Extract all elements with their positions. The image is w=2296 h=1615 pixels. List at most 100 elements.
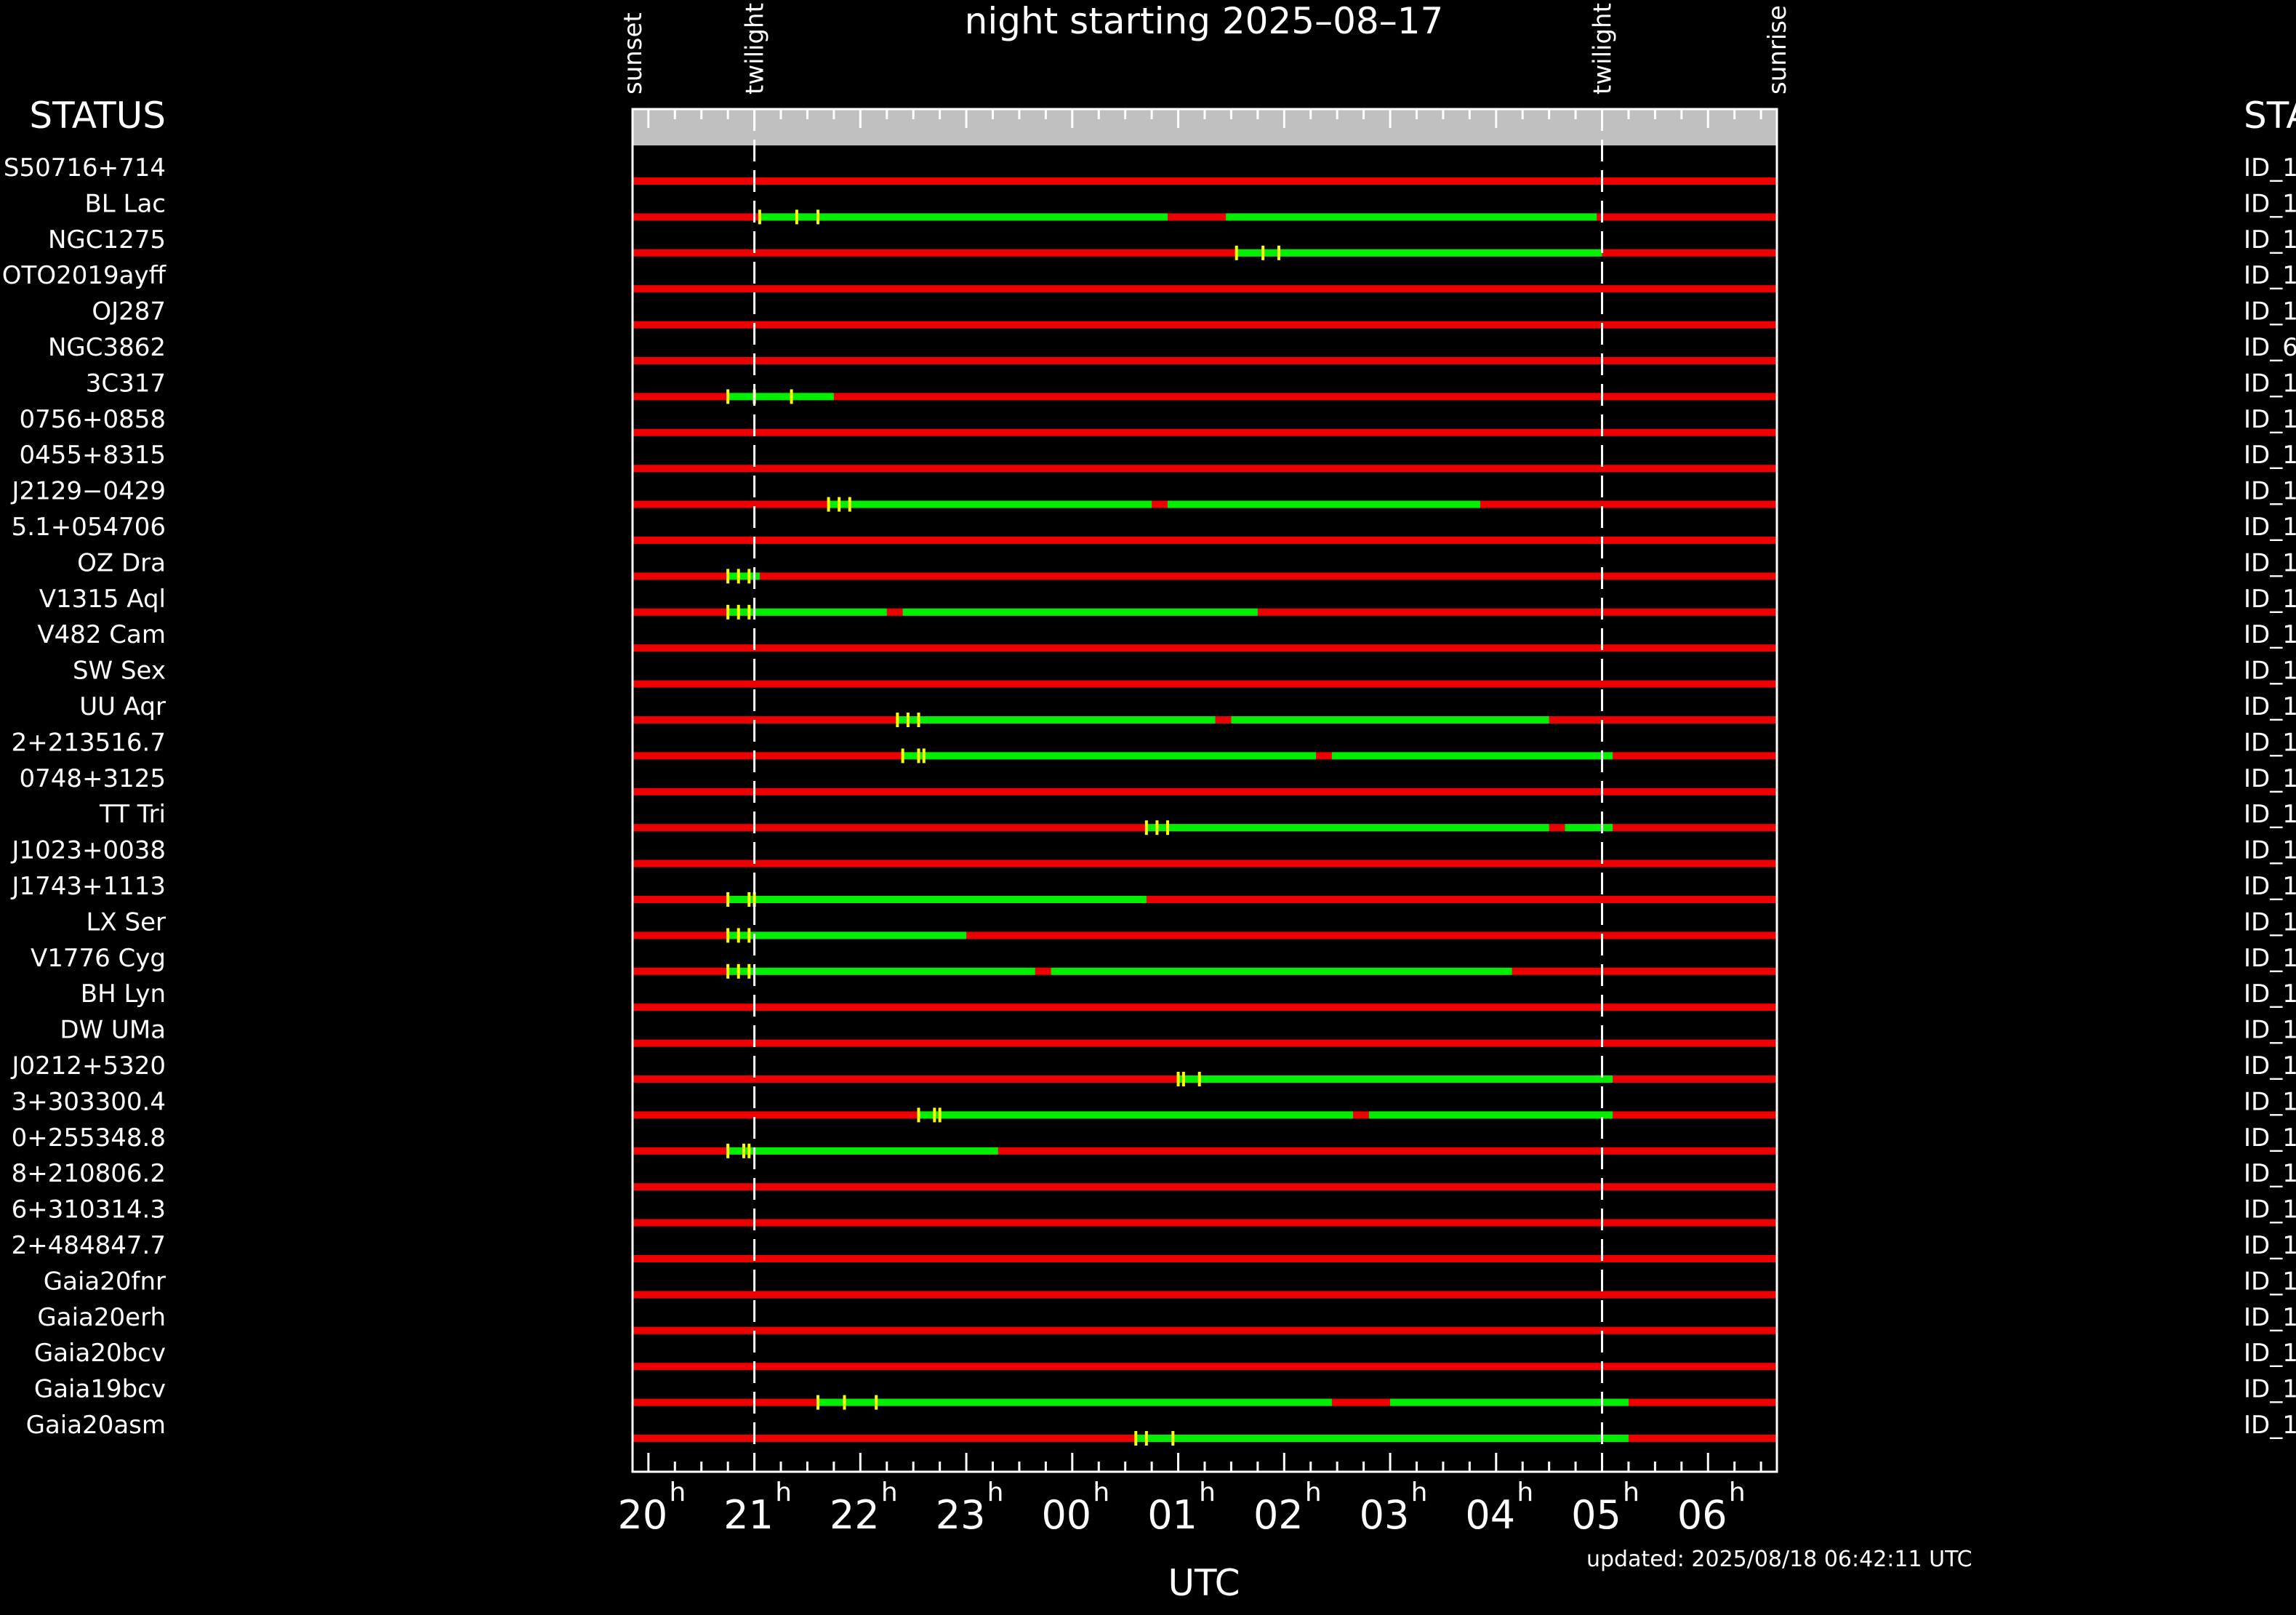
target-name: BL Lac xyxy=(84,189,166,218)
target-id: ID_1 xyxy=(2244,1231,2296,1260)
tick-label-superscript: h xyxy=(669,1478,686,1507)
observable-bar xyxy=(902,752,1317,760)
target-row xyxy=(633,177,1777,185)
unobservable-bar xyxy=(633,644,1777,652)
target-row xyxy=(633,963,1777,979)
target-id: ID_1 xyxy=(2244,907,2296,937)
unobservable-bar xyxy=(633,1363,1777,1371)
target-id: ID_1 xyxy=(2244,405,2296,434)
time-marker xyxy=(747,928,751,943)
time-marker xyxy=(1261,245,1265,260)
target-row xyxy=(633,1431,1777,1446)
observable-bar xyxy=(1226,213,1597,221)
time-marker xyxy=(843,1395,846,1410)
target-row xyxy=(633,859,1777,867)
unobservable-bar xyxy=(633,1255,1777,1262)
target-name: J1743+1113 xyxy=(10,872,166,901)
target-row xyxy=(633,604,1777,620)
tick-label-superscript: h xyxy=(775,1478,792,1507)
target-id: ID_1 xyxy=(2244,225,2296,255)
target-name: LX Ser xyxy=(86,907,166,937)
target-row xyxy=(633,1003,1777,1011)
target-labels: S50716+714 ID_1 BL Lac ID_1 NGC1275 ID_1 OTO20… xyxy=(2,153,2296,1440)
tick-label: 23 xyxy=(936,1492,986,1538)
unobservable-bar xyxy=(633,357,1777,364)
time-marker xyxy=(747,892,751,907)
target-row xyxy=(633,1039,1777,1047)
target-row xyxy=(633,1395,1777,1410)
event-label-sunrise: sunrise xyxy=(1763,5,1792,95)
unobservable-bar xyxy=(633,1003,1777,1011)
time-marker xyxy=(752,892,756,907)
time-marker xyxy=(1176,1072,1180,1086)
tick-label-superscript: h xyxy=(1729,1478,1746,1507)
time-marker xyxy=(875,1395,878,1410)
target-name: 2+213516.7 xyxy=(12,728,166,757)
time-marker xyxy=(1277,245,1281,260)
time-marker xyxy=(838,497,841,512)
target-row xyxy=(633,1363,1777,1371)
time-marker xyxy=(736,604,740,620)
event-label-sunset: sunset xyxy=(619,12,648,95)
target-name: 0+255348.8 xyxy=(12,1123,166,1153)
time-marker xyxy=(1165,820,1169,835)
unobservable-bar xyxy=(633,680,1777,688)
observable-bar xyxy=(828,500,1152,508)
target-name: Gaia20erh xyxy=(37,1303,166,1332)
unobservable-bar xyxy=(633,896,1777,903)
target-id: ID_1 xyxy=(2244,979,2296,1009)
unobservable-bar xyxy=(633,931,1777,939)
target-row xyxy=(633,245,1777,260)
tick-label: 00 xyxy=(1041,1492,1091,1538)
unobservable-bar xyxy=(633,859,1777,867)
target-id: ID_1 xyxy=(2244,872,2296,901)
target-row xyxy=(633,428,1777,436)
observable-bar xyxy=(728,896,1147,903)
target-id: ID_1 xyxy=(2244,585,2296,614)
target-name: 3+303300.4 xyxy=(12,1087,166,1116)
target-name: Gaia20asm xyxy=(26,1411,166,1440)
target-name: Gaia20fnr xyxy=(44,1267,166,1296)
tick-label-superscript: h xyxy=(881,1478,898,1507)
tick-label-superscript: h xyxy=(1199,1478,1216,1507)
unobservable-bar xyxy=(633,572,1777,580)
target-name: Gaia20bcv xyxy=(34,1339,166,1368)
target-name: OZ Dra xyxy=(77,548,166,577)
target-id: ID_1 xyxy=(2244,261,2296,290)
target-row xyxy=(633,1143,1777,1158)
target-name: J0212+5320 xyxy=(10,1051,166,1081)
target-row xyxy=(633,788,1777,796)
target-name: NGC1275 xyxy=(48,225,166,255)
observable-bar xyxy=(1146,824,1549,832)
time-marker xyxy=(1171,1431,1175,1446)
time-marker xyxy=(1235,245,1238,260)
time-marker xyxy=(816,209,820,225)
observable-bar xyxy=(1231,716,1549,724)
time-marker xyxy=(901,748,904,764)
target-row xyxy=(633,928,1777,943)
time-marker xyxy=(747,569,751,584)
target-id: ID_1 xyxy=(2244,728,2296,757)
unobservable-bar xyxy=(633,465,1777,473)
time-marker xyxy=(1144,1431,1148,1446)
updated-timestamp: updated: 2025/08/18 06:42:11 UTC xyxy=(1586,1547,1972,1572)
target-id: ID_1 xyxy=(2244,369,2296,398)
unobservable-bar xyxy=(633,1291,1777,1299)
time-marker xyxy=(1144,820,1148,835)
event-labels: sunset twilight twilight sunrise xyxy=(619,3,1792,95)
target-name: V482 Cam xyxy=(37,620,166,649)
time-marker xyxy=(726,569,730,584)
target-name: SW Sex xyxy=(73,657,166,686)
tick-label-superscript: h xyxy=(987,1478,1004,1507)
target-id: ID_1 xyxy=(2244,944,2296,973)
time-marker xyxy=(1134,1431,1138,1446)
target-row xyxy=(633,321,1777,329)
target-name: V1776 Cyg xyxy=(31,944,166,973)
target-row xyxy=(633,680,1777,688)
time-marker xyxy=(917,748,920,764)
time-marker xyxy=(747,1143,751,1158)
target-row xyxy=(633,285,1777,293)
tick-label: 01 xyxy=(1147,1492,1197,1538)
target-row xyxy=(633,892,1777,907)
